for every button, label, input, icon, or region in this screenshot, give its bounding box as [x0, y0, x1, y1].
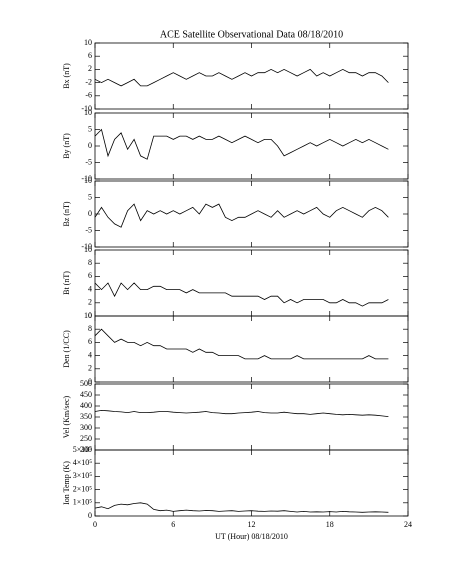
x-tick-label: 18 — [326, 520, 334, 529]
y-axis-label: Vel (Km/sec) — [62, 395, 71, 438]
y-axis-label: Bz (nT) — [62, 201, 71, 226]
data-line — [94, 282, 389, 307]
y-tick-label: 450 — [80, 390, 92, 399]
y-tick-label: 6 — [88, 51, 92, 60]
y-tick-label: 4 — [88, 350, 92, 359]
y-tick-label: 4×10⁵ — [73, 458, 93, 467]
y-tick-label: 2 — [88, 364, 92, 373]
y-axis-label: Ion Temp (K) — [62, 461, 71, 505]
y-tick-label: 10 — [84, 108, 92, 117]
y-tick-label: 3×10⁵ — [73, 471, 93, 480]
y-tick-label: 10 — [84, 311, 92, 320]
data-line — [94, 328, 389, 360]
panel-frame — [94, 315, 409, 383]
y-tick-label: 8 — [88, 258, 92, 267]
y-tick-label: 6 — [88, 271, 92, 280]
panel-frame — [94, 112, 409, 180]
y-tick-label: 10 — [84, 245, 92, 254]
y-tick-label: -2 — [85, 77, 92, 86]
y-tick-label: -6 — [85, 91, 92, 100]
y-tick-label: 0 — [88, 311, 92, 320]
data-line — [94, 68, 389, 87]
x-tick-label: 12 — [248, 520, 256, 529]
y-tick-label: 2 — [88, 298, 92, 307]
y-tick-label: 400 — [80, 401, 92, 410]
y-tick-label: 2 — [88, 64, 92, 73]
y-axis-label: By (nT) — [62, 133, 71, 159]
y-tick-label: 1×10⁵ — [73, 498, 93, 507]
x-tick-label: 6 — [171, 520, 175, 529]
x-axis-label: UT (Hour) 08/18/2010 — [215, 532, 288, 541]
y-tick-label: -10 — [81, 174, 92, 183]
y-tick-label: 10 — [84, 176, 92, 185]
y-tick-label: 0 — [88, 511, 92, 520]
y-tick-label: 10 — [84, 38, 92, 47]
chart-title: ACE Satellite Observational Data 08/18/2… — [160, 29, 343, 40]
y-tick-label: 2×10⁵ — [73, 484, 93, 493]
y-axis-label: Bx (nT) — [62, 63, 71, 89]
data-line — [94, 128, 389, 160]
y-tick-label: 5 — [88, 124, 92, 133]
y-tick-label: 500 — [80, 379, 92, 388]
y-axis-label: Den (1/CC) — [62, 330, 71, 368]
x-tick-label: 0 — [93, 520, 97, 529]
y-tick-label: 5 — [88, 192, 92, 201]
y-tick-label: 350 — [80, 412, 92, 421]
data-line — [94, 203, 389, 228]
y-tick-label: 0 — [88, 209, 92, 218]
data-line — [94, 409, 389, 417]
y-tick-label: 8 — [88, 324, 92, 333]
data-line — [94, 502, 389, 513]
y-tick-label: 0 — [88, 377, 92, 386]
y-tick-label: 0 — [88, 141, 92, 150]
y-tick-label: -10 — [81, 242, 92, 251]
y-tick-label: 250 — [80, 434, 92, 443]
y-tick-label: 5×10⁵ — [73, 445, 93, 454]
x-tick-label: 24 — [404, 520, 412, 529]
y-tick-label: 300 — [80, 423, 92, 432]
y-tick-label: 4 — [88, 284, 92, 293]
panel-frame — [94, 449, 409, 517]
y-tick-label: 200 — [80, 445, 92, 454]
y-tick-label: 6 — [88, 337, 92, 346]
y-axis-label: Bt (nT) — [62, 271, 71, 295]
y-tick-label: -5 — [85, 157, 92, 166]
panel-frame — [94, 249, 409, 317]
y-tick-label: -10 — [81, 104, 92, 113]
panel-frame — [94, 383, 409, 451]
y-tick-label: -5 — [85, 225, 92, 234]
